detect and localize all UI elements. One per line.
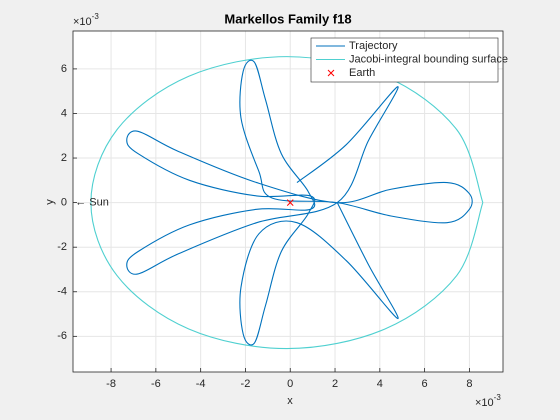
- x-tick-label: 4: [377, 378, 383, 390]
- axes-box: [72, 30, 504, 373]
- chart-title: Markellos Family f18: [224, 11, 351, 26]
- y-tick-label: -4: [57, 286, 67, 298]
- multiplier-power: -3: [92, 12, 100, 21]
- multiplier-base: ×10: [475, 397, 494, 409]
- x-tick-label: 0: [287, 378, 293, 390]
- multiplier-power: -3: [494, 393, 502, 402]
- legend-marker: [327, 69, 335, 77]
- x-multiplier: ×10-3: [475, 393, 501, 409]
- y-tick-label: -2: [57, 241, 67, 253]
- y-tick-label: 0: [61, 197, 67, 209]
- x-tick-label: -8: [106, 378, 116, 390]
- y-multiplier: ×10-3: [73, 12, 99, 28]
- legend-label: Earth: [349, 67, 375, 79]
- x-tick-label: 6: [422, 378, 428, 390]
- x-tick-label: 8: [466, 378, 472, 390]
- x-tick-label: 2: [332, 378, 338, 390]
- y-tick-label: 2: [61, 152, 67, 164]
- marker-stroke: [286, 199, 294, 206]
- multiplier-base: ×10: [73, 16, 92, 28]
- annotation: ← Sun: [75, 197, 109, 209]
- y-tick-label: -6: [57, 330, 67, 342]
- y-tick-label: 4: [61, 107, 67, 119]
- series-line: [126, 59, 473, 346]
- y-tick-label: 6: [61, 63, 67, 75]
- plot-area: [73, 31, 503, 372]
- x-tick-label: -4: [196, 378, 206, 390]
- legend-label: Trajectory: [349, 40, 398, 52]
- x-tick-label: -6: [151, 378, 161, 390]
- y-axis-label: y: [44, 199, 56, 205]
- marker: [286, 199, 294, 206]
- x-tick-label: -2: [241, 378, 251, 390]
- legend-label: Jacobi-integral bounding surface: [349, 53, 508, 65]
- x-axis-label: x: [287, 395, 293, 407]
